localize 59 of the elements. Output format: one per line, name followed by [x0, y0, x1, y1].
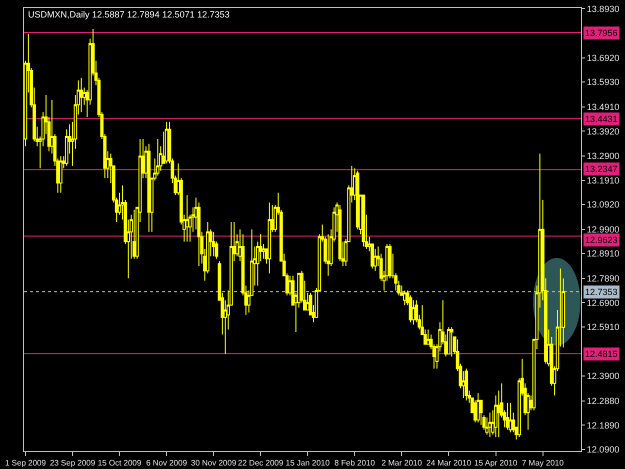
candlestick	[506, 402, 510, 430]
y-tick-label: 13.4910	[586, 102, 620, 112]
x-tick-label: 23 Sep 2009	[50, 458, 96, 468]
candlestick	[132, 209, 136, 260]
candlestick	[408, 294, 412, 323]
y-tick-label: 13.5930	[586, 77, 620, 88]
candlestick	[268, 202, 272, 274]
y-tick-label: 13.3920	[586, 126, 620, 136]
candlestick	[447, 326, 450, 354]
y-tick-label: 13.8930	[586, 4, 620, 14]
chart-title: USDMXN,Daily 12.5887 12.7894 12.5071 12.7353	[28, 9, 230, 20]
candlestick	[464, 368, 468, 401]
candlestick	[80, 77, 83, 113]
ref-line-label: 12.7353	[585, 287, 618, 297]
y-tick-label: 13.1910	[586, 175, 620, 186]
candlestick	[402, 290, 406, 306]
ref-line-label: 12.9623	[585, 235, 618, 245]
y-tick-label: 12.3900	[586, 371, 620, 382]
candlestick	[388, 244, 392, 279]
candlestick	[212, 231, 216, 257]
ref-line-label: 13.2347	[585, 164, 618, 174]
x-tick-label: 8 Feb 2010	[334, 458, 376, 468]
y-tick-label: 12.2880	[586, 396, 620, 406]
x-tick-label: 1 Sep 2009	[5, 458, 46, 468]
candlestick	[338, 204, 342, 262]
y-tick-label: 12.9900	[586, 224, 620, 235]
candlestick	[64, 128, 68, 166]
candlestick	[59, 156, 62, 194]
candlestick	[326, 234, 330, 276]
x-tick-label: 22 Dec 2009	[238, 458, 284, 468]
ref-line-label: 13.4431	[585, 114, 618, 124]
x-tick-label: 15 Apr 2010	[474, 458, 518, 468]
ref-line-label: 13.7956	[585, 28, 618, 38]
candlestick	[362, 194, 366, 247]
ref-line-label: 12.4815	[585, 349, 618, 359]
x-tick-label: 24 Mar 2010	[426, 458, 472, 468]
candlestick	[164, 121, 168, 164]
candlestick	[508, 402, 512, 433]
y-tick-label: 13.0920	[586, 200, 620, 210]
candlestick	[476, 392, 480, 423]
x-tick-label: 15 Oct 2009	[98, 458, 142, 468]
y-tick-label: 13.2900	[586, 151, 620, 162]
candlestick	[426, 329, 430, 345]
y-tick-label: 12.6900	[586, 298, 620, 308]
y-tick-label: 12.1890	[586, 420, 620, 430]
y-tick-label: 12.0900	[586, 444, 620, 454]
x-tick-label: 30 Nov 2009	[190, 458, 237, 468]
x-tick-label: 7 May 2010	[522, 458, 564, 468]
x-tick-label: 2 Mar 2010	[381, 458, 422, 468]
y-tick-label: 13.6920	[586, 53, 620, 63]
y-tick-label: 12.5910	[586, 322, 620, 332]
candlestick	[156, 138, 160, 176]
x-tick-label: 15 Jan 2010	[286, 458, 330, 468]
y-tick-label: 12.8910	[586, 248, 620, 259]
candlestick	[185, 194, 189, 242]
y-tick-label: 12.7890	[586, 274, 620, 284]
x-tick-label: 6 Nov 2009	[146, 458, 188, 468]
candlestick	[450, 326, 454, 357]
candlestick	[488, 412, 492, 438]
